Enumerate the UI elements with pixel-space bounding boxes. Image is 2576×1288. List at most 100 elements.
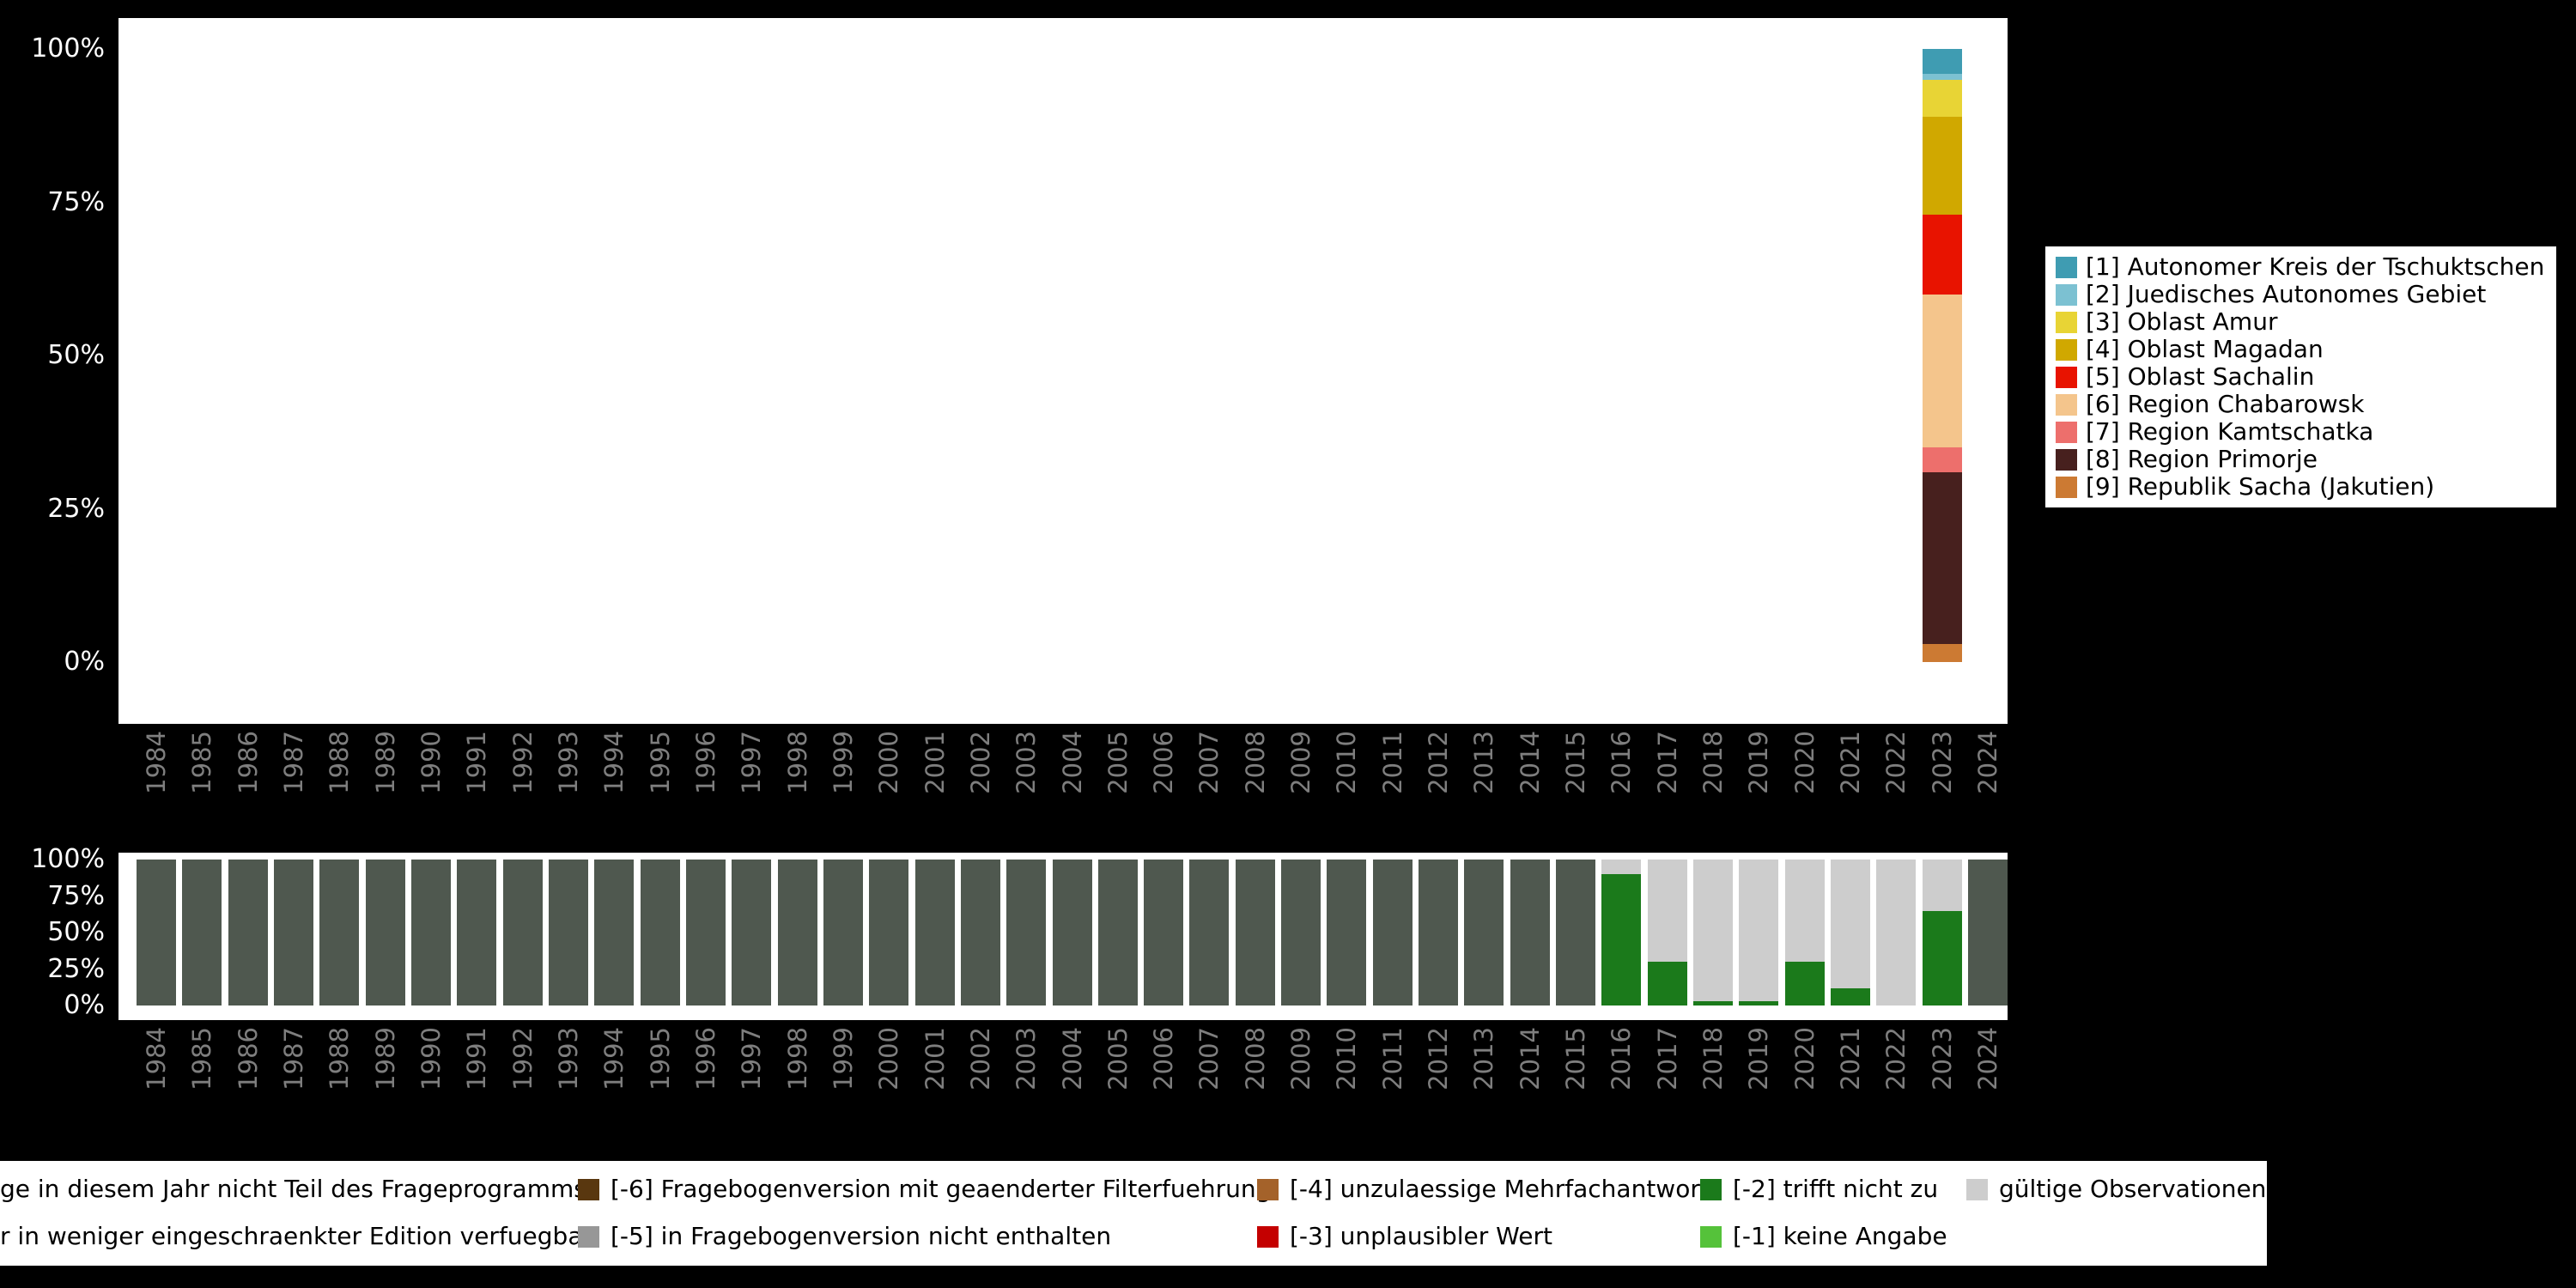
x-tick-label: 2007 <box>1194 731 1224 794</box>
x-tick-label: 2011 <box>1377 1027 1407 1091</box>
legend-swatch <box>2056 283 2077 306</box>
x-tick-label: 1997 <box>737 731 767 794</box>
legend-item: [6] Region Chabarowsk <box>2056 391 2546 418</box>
minus1-legend-swatch <box>1700 1226 1722 1248</box>
x-tick-label: 1991 <box>462 1027 492 1091</box>
x-tick-label: 2002 <box>965 731 995 794</box>
minus3-legend-label: [-3] unplausibler Wert <box>1290 1222 1552 1250</box>
x-tick-label: 2014 <box>1515 731 1545 794</box>
legend-item: [7] Region Kamtschatka <box>2056 418 2546 446</box>
missing-bar-segment <box>1647 860 1687 962</box>
missing-bar-segment <box>1739 860 1779 1001</box>
missing-bar-segment <box>777 860 817 1005</box>
missing-bar-segment <box>1372 860 1413 1005</box>
x-tick-label: 1992 <box>507 1027 538 1091</box>
x-tick-label: 2020 <box>1789 731 1820 794</box>
minus4-legend-swatch <box>1257 1179 1279 1200</box>
legend-label: [7] Region Kamtschatka <box>2086 417 2374 446</box>
missing-bar-segment <box>319 860 360 1005</box>
x-tick-label: 2021 <box>1836 1027 1866 1091</box>
minus6-legend-label: [-6] Fragebogenversion mit geaenderter F… <box>611 1175 1272 1203</box>
missing-bar-segment <box>548 860 588 1005</box>
x-tick-label: 1992 <box>507 731 538 794</box>
stacked-bar-segment <box>1922 116 1962 215</box>
stacked-bar-segment <box>1922 73 1962 80</box>
missing-bar-segment <box>457 860 497 1005</box>
missing-bar-segment <box>1784 962 1825 1005</box>
missing-bar-segment <box>1739 1000 1779 1005</box>
legend-label: [8] Region Primorje <box>2086 445 2318 473</box>
legend-item: [9] Republik Sacha (Jakutien) <box>2056 473 2546 501</box>
x-tick-label: 2018 <box>1698 1027 1728 1091</box>
minus6-legend-swatch <box>578 1179 599 1200</box>
x-tick-label: 1991 <box>462 731 492 794</box>
stacked-bar-segment <box>1922 49 1962 74</box>
x-tick-label: 2019 <box>1744 731 1774 794</box>
missing-bar-segment <box>1052 860 1092 1005</box>
missing-bar-segment <box>1281 860 1321 1005</box>
missing-bar-segment <box>685 860 726 1005</box>
x-tick-label: 2017 <box>1652 1027 1682 1091</box>
x-tick-label: 2013 <box>1469 1027 1499 1091</box>
missing-bar-segment <box>410 860 451 1005</box>
missing-bar-segment <box>1510 860 1550 1005</box>
x-tick-label: 2003 <box>1012 1027 1042 1091</box>
stacked-bar-segment <box>1922 294 1962 448</box>
x-tick-label: 2015 <box>1561 1027 1591 1091</box>
x-tick-label: 1985 <box>187 731 217 794</box>
stacked-bar-segment <box>1922 447 1962 472</box>
minus5-legend-label: [-5] in Fragebogenversion nicht enthalte… <box>611 1222 1112 1250</box>
missing-bar-segment <box>914 860 955 1005</box>
missing-bar-segment <box>1831 860 1871 988</box>
missing-bar-segment <box>732 860 772 1005</box>
missing-bar-segment <box>228 860 268 1005</box>
missing-bar-segment <box>1464 860 1504 1005</box>
missing-bar-segment <box>1189 860 1230 1005</box>
x-tick-label: 2005 <box>1103 1027 1133 1091</box>
x-tick-label: 2021 <box>1836 731 1866 794</box>
legend-item: [1] Autonomer Kreis der Tschuktschen <box>2056 253 2546 281</box>
y-tick-label: 25% <box>47 493 105 524</box>
y-tick-label: 50% <box>47 917 105 947</box>
x-tick-label: 1998 <box>782 731 812 794</box>
x-tick-label: 2005 <box>1103 731 1133 794</box>
x-tick-label: 2017 <box>1652 731 1682 794</box>
missing-bar-segment <box>365 860 405 1005</box>
legend-item: [2] Juedisches Autonomes Gebiet <box>2056 281 2546 308</box>
x-tick-label: 2010 <box>1332 1027 1362 1091</box>
x-tick-label: 2007 <box>1194 1027 1224 1091</box>
x-tick-label: 2016 <box>1607 731 1637 794</box>
legend-swatch <box>2056 256 2077 278</box>
missing-bar-segment <box>1693 860 1734 1001</box>
legend-swatch <box>2056 421 2077 443</box>
legend-label: [2] Juedisches Autonomes Gebiet <box>2086 280 2487 308</box>
x-tick-label: 1988 <box>325 731 355 794</box>
x-tick-label: 2024 <box>1973 731 2002 794</box>
x-tick-label: 1995 <box>645 1027 675 1091</box>
x-tick-label: 2011 <box>1377 731 1407 794</box>
x-tick-label: 2008 <box>1240 731 1270 794</box>
x-tick-label: 1999 <box>828 1027 858 1091</box>
missing-bar-segment <box>640 860 680 1005</box>
missing-bar-segment <box>137 860 176 1005</box>
valid-legend-swatch <box>1966 1179 1988 1200</box>
minus1-legend-label: [-1] keine Angabe <box>1733 1222 1947 1250</box>
x-tick-label: 2020 <box>1789 1027 1820 1091</box>
legend-label: [4] Oblast Magadan <box>2086 335 2324 363</box>
y-tick-label: 100% <box>31 844 105 874</box>
missing-bar-segment <box>1876 860 1917 1005</box>
edition-legend-label: r in weniger eingeschraenkter Edition ve… <box>0 1222 592 1250</box>
missing-bar-segment <box>1601 874 1642 1005</box>
x-tick-label: 2001 <box>920 731 950 794</box>
legend-item: [5] Oblast Sachalin <box>2056 363 2546 391</box>
legend-item: [3] Oblast Amur <box>2056 308 2546 336</box>
minus4-legend-label: [-4] unzulaessige Mehrfachantwort <box>1290 1175 1710 1203</box>
x-tick-label: 2022 <box>1881 731 1911 794</box>
y-tick-label: 0% <box>64 647 105 677</box>
x-tick-label: 1993 <box>553 1027 583 1091</box>
legend-item: [4] Oblast Magadan <box>2056 336 2546 363</box>
x-tick-label: 2006 <box>1149 1027 1179 1091</box>
valid-legend-label: gültige Observationen <box>1999 1175 2267 1203</box>
x-tick-label: 2006 <box>1149 731 1179 794</box>
